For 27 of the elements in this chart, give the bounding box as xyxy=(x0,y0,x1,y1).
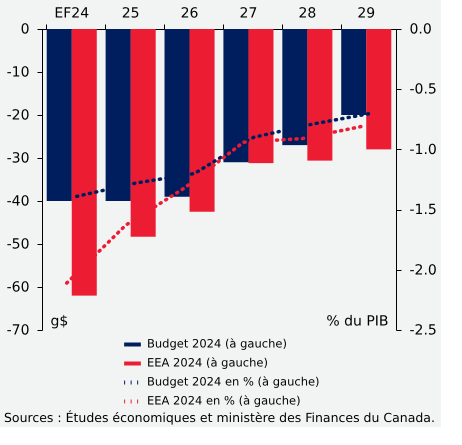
y-tick-label: -60 xyxy=(6,280,30,296)
y2-tick-label: 0.0 xyxy=(410,22,432,38)
legend-label: EEA 2024 (à gauche) xyxy=(147,356,268,370)
source-note: Sources : Études économiques et ministère des Finances du Canada. xyxy=(4,410,435,425)
y2-tick-label: -1.0 xyxy=(410,142,437,158)
x-tick-label: EF24 xyxy=(54,6,90,22)
y-tick-label: -10 xyxy=(6,64,30,80)
x-tick-label: 25 xyxy=(122,6,140,22)
x-tick-label: 28 xyxy=(298,6,316,22)
y-tick-label: -70 xyxy=(6,322,30,338)
legend-label: Budget 2024 en % (à gauche) xyxy=(147,374,320,388)
y2-tick-label: -0.5 xyxy=(410,82,437,98)
y-axis-title: g$ xyxy=(50,314,68,330)
y2-axis-title: % du PIB xyxy=(326,314,388,330)
y2-tick-label: -2.5 xyxy=(410,322,437,338)
x-tick-label: 26 xyxy=(180,6,199,22)
x-tick-label: 27 xyxy=(240,6,258,22)
x-tick-label: 29 xyxy=(357,6,376,22)
y2-tick-label: -2.0 xyxy=(410,262,437,278)
y-tick-label: -50 xyxy=(6,236,30,252)
y-tick-label: -20 xyxy=(6,108,30,124)
legend-label: EEA 2024 en % (à gauche) xyxy=(147,394,301,408)
y-tick-label: -40 xyxy=(6,194,30,210)
y2-tick-label: -1.5 xyxy=(410,202,437,218)
legend-label: Budget 2024 (à gauche) xyxy=(147,336,287,350)
y-tick-label: -30 xyxy=(6,150,30,166)
y-tick-label: 0 xyxy=(20,22,30,38)
